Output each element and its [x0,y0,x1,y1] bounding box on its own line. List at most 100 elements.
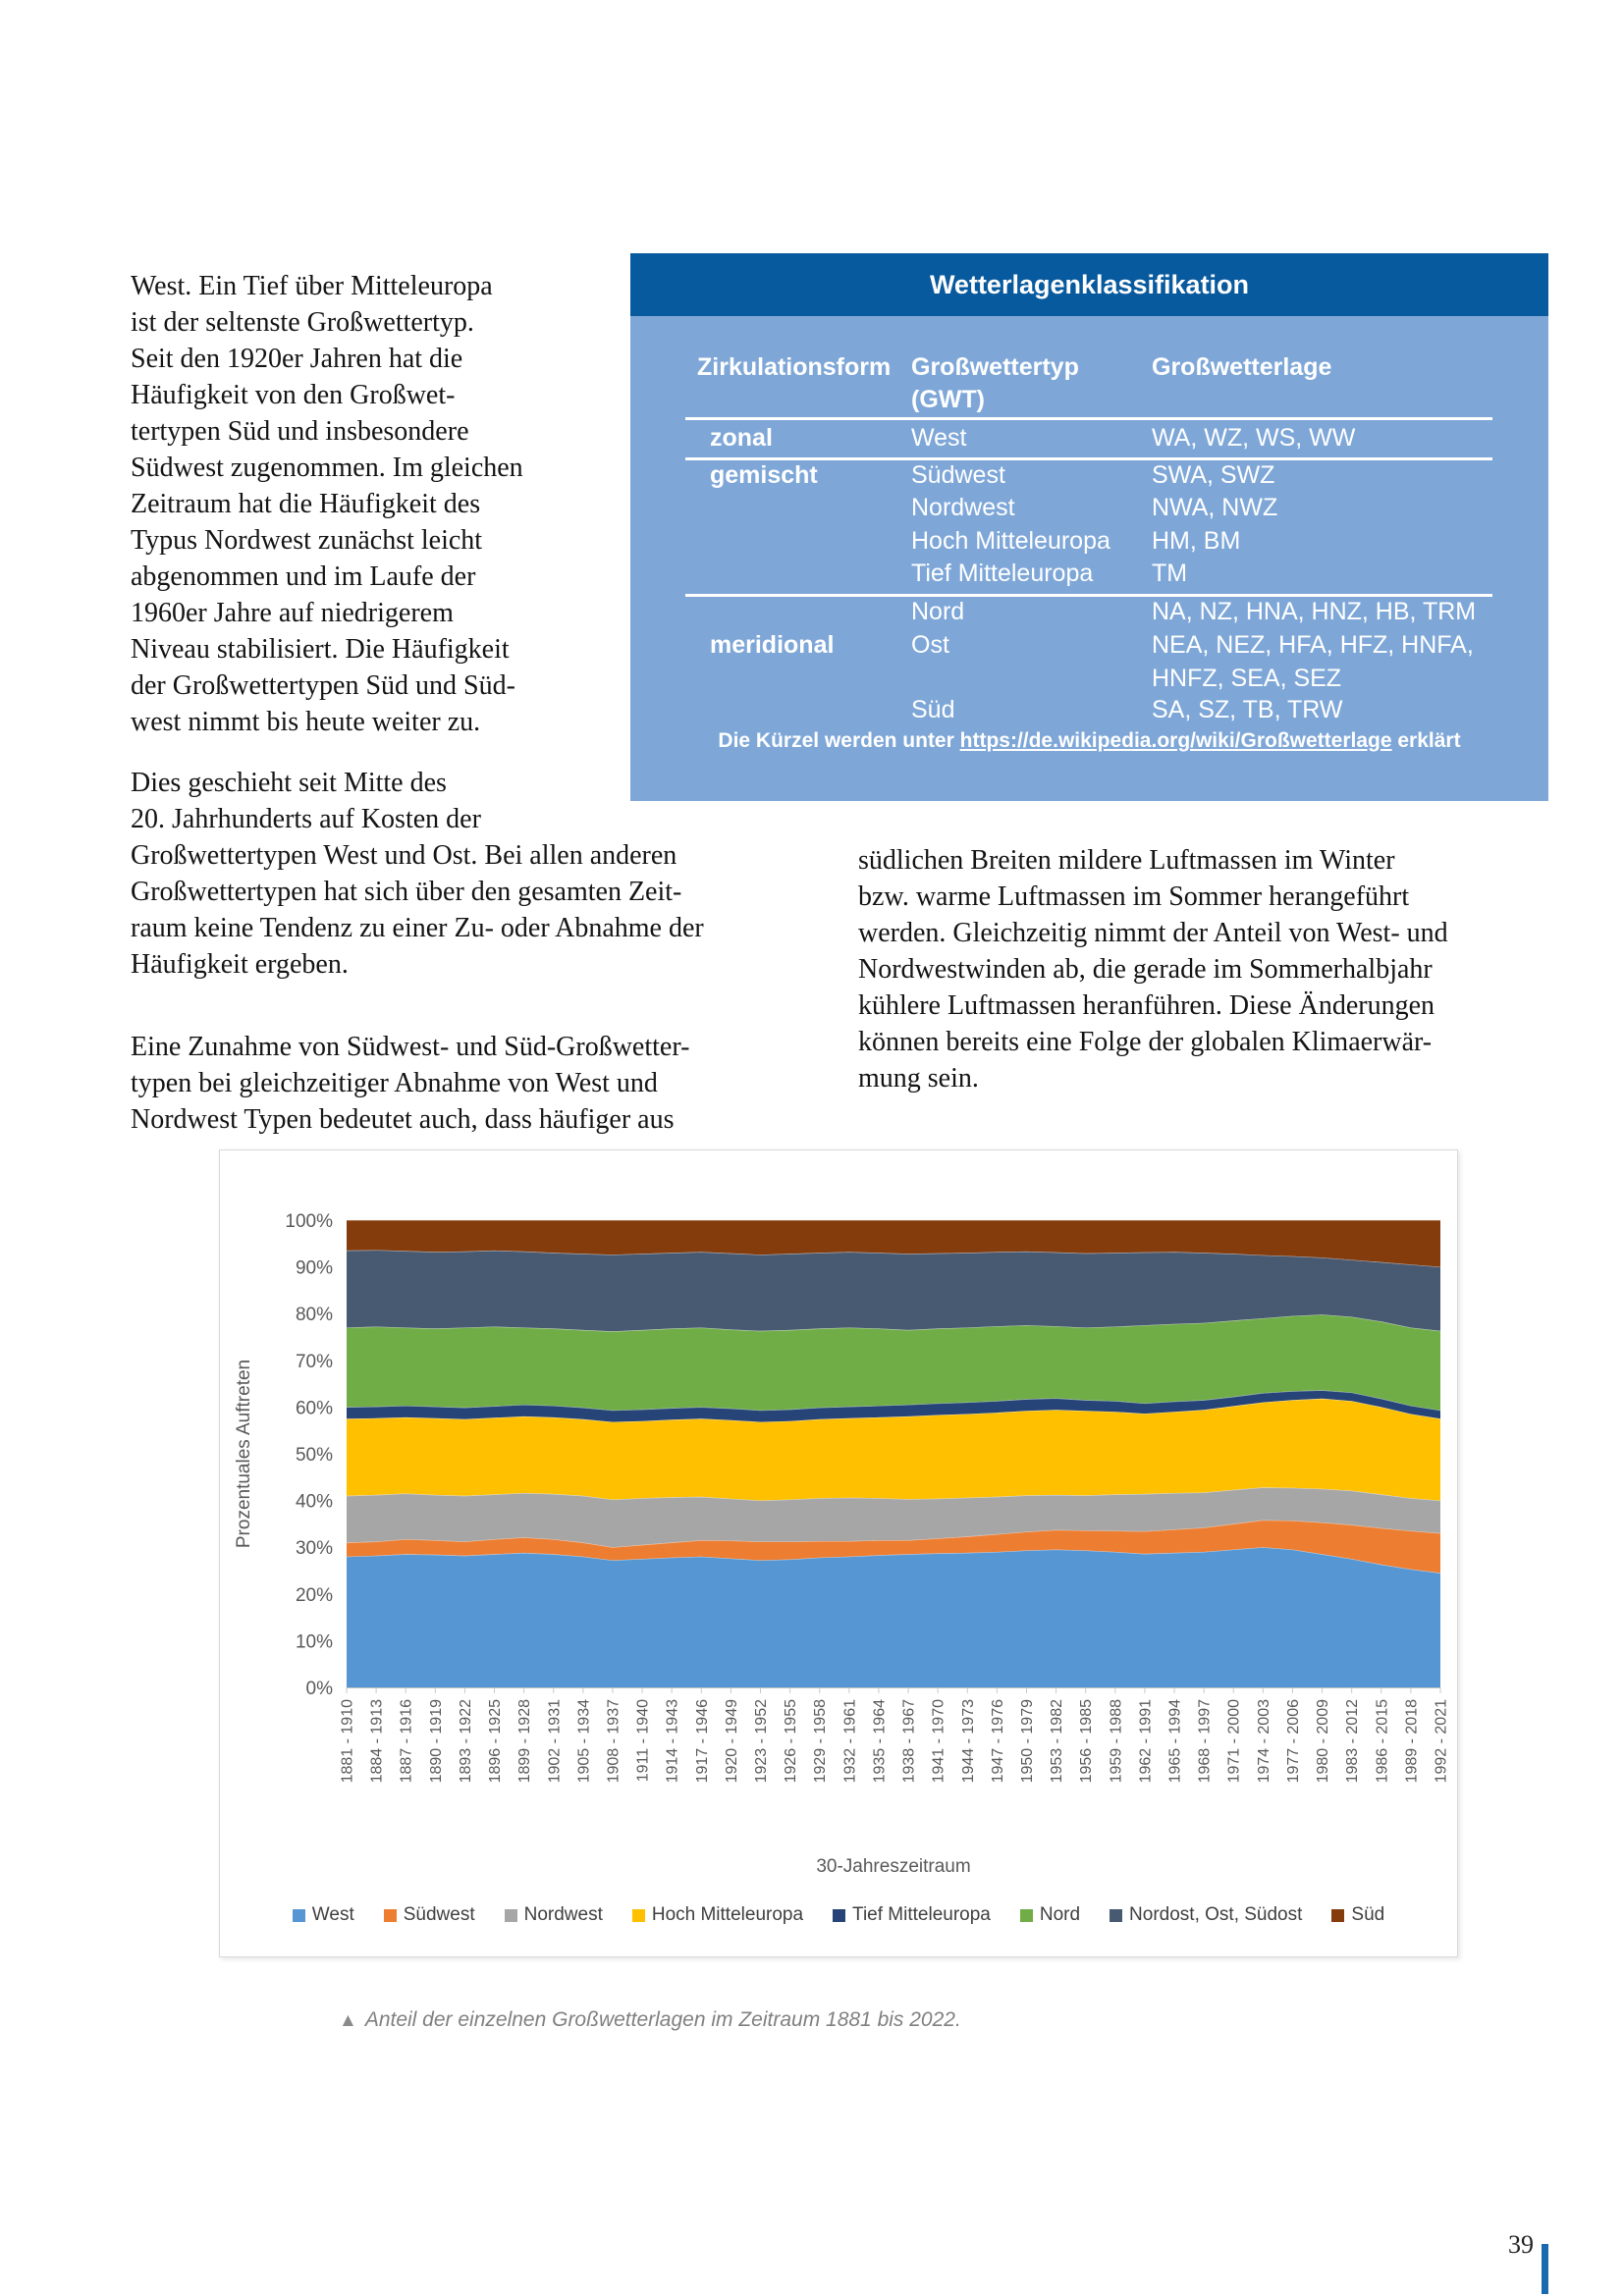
classification-table: Wetterlagenklassifikation Zirkulationsfo… [630,253,1548,801]
text-line: 1960er Jahre auf niedrigerem [131,598,454,628]
body-paragraph-1: West. Ein Tief über Mitteleuropa ist der … [131,268,523,740]
triangle-marker-icon: ▲ [339,2010,357,2031]
legend-item-Nord: Nord [1019,1904,1080,1926]
y-tick-label: 100% [285,1211,333,1232]
x-tick-label: 1977 - 2006 [1285,1699,1302,1784]
x-tick-label: 1941 - 1970 [931,1699,947,1784]
page-number: 39 [1508,2230,1534,2259]
y-tick-label: 30% [296,1538,333,1559]
y-tick-label: 60% [296,1398,333,1418]
x-tick-label: 1956 - 1985 [1078,1699,1095,1784]
gwt-cell: Tief Mitteleuropa [911,560,1094,587]
y-tick-label: 20% [296,1585,333,1606]
x-tick-label: 1920 - 1949 [724,1699,740,1784]
legend-swatch [1019,1908,1033,1922]
legend-swatch [292,1908,305,1922]
x-tick-label: 1896 - 1925 [487,1699,504,1784]
body-paragraph-3: Eine Zunahme von Südwest- und Süd-Großwe… [131,1029,689,1138]
area-band-Nordwest [347,1487,1440,1548]
x-tick-label: 1962 - 1991 [1137,1699,1154,1784]
x-tick-label: 1884 - 1913 [369,1699,386,1784]
text-line: können bereits eine Folge der globalen K… [858,1027,1433,1057]
x-tick-label: 1893 - 1922 [458,1699,474,1784]
body-paragraph-4: südlichen Breiten mildere Luftmassen im … [858,842,1448,1096]
row-divider [685,594,1492,597]
area-band-Hoch Mitteleuropa [347,1398,1440,1501]
legend-swatch [1331,1908,1345,1922]
text-line: werden. Gleichzeitig nimmt der Anteil vo… [858,918,1448,948]
text-line: Südwest zugenommen. Im gleichen [131,453,523,483]
text-line: südlichen Breiten mildere Luftmassen im … [858,845,1395,876]
text-line: Nordwestwinden ab, die gerade im Sommerh… [858,954,1433,985]
legend-item-Hoch Mitteleuropa: Hoch Mitteleuropa [631,1904,804,1926]
table-title-bar: Wetterlagenklassifikation [630,253,1548,316]
gwl-cell: SWA, SWZ [1152,461,1275,489]
table-footnote: Die Kürzel werden unter https://de.wikip… [630,729,1548,801]
y-tick-label: 80% [296,1305,333,1325]
x-tick-label: 1914 - 1943 [665,1699,681,1784]
x-tick-label: 1908 - 1937 [605,1699,622,1784]
legend-swatch [631,1908,645,1922]
wikipedia-link[interactable]: https://de.wikipedia.org/wiki/Großwetter… [959,729,1392,752]
row-divider [685,417,1492,420]
caption-text: Anteil der einzelnen Großwetterlagen im … [364,2008,961,2031]
area-band-Nordost, Ost, Südost [347,1250,1440,1332]
column-header-zirkulationsform: Zirkulationsform [697,353,892,381]
column-header-gwt: (GWT) [911,386,985,413]
area-band-Tief Mitteleuropa [347,1390,1440,1422]
area-band-West [347,1547,1440,1687]
text-line: mung sein. [858,1063,979,1094]
x-tick-label: 1968 - 1997 [1197,1699,1214,1784]
text-line: Großwettertypen hat sich über den gesamt… [131,877,682,907]
gwt-cell: West [911,424,967,452]
legend-item-Nordwest: Nordwest [504,1904,603,1926]
x-tick-label: 1974 - 2003 [1256,1699,1272,1784]
x-axis-title: 30-Jahreszeitraum [816,1856,970,1877]
area-band-Südwest [347,1520,1440,1574]
text-line: 20. Jahrhunderts auf Kosten der [131,804,481,834]
y-tick-label: 50% [296,1445,333,1466]
stacked-area-chart: 0% 10% 20% 30% 40% 50% 60% 70% 80% 90% 100% Prozent… [234,1211,1450,1877]
text-line: Seit den 1920er Jahren hat die [131,344,463,374]
text-line: ist der seltenste Großwettertyp. [131,307,474,338]
gwl-cell: WA, WZ, WS, WW [1152,424,1356,452]
legend-item-West: West [292,1904,354,1926]
legend-item-Tief Mitteleuropa: Tief Mitteleuropa [833,1904,991,1926]
gwl-cell: NEA, NEZ, HFA, HFZ, HNFA, [1152,631,1474,659]
legend-label: Nordwest [523,1904,603,1925]
legend-item-Süd: Süd [1331,1904,1384,1926]
row-divider [685,457,1492,460]
legend-label: Hoch Mitteleuropa [651,1904,804,1925]
zirkulationsform-label: zonal [710,424,773,452]
x-tick-label: 1980 - 2009 [1315,1699,1331,1784]
column-header-grosswetterlage: Großwetterlage [1152,353,1332,381]
text-line: tertypen Süd und insbesondere [131,416,469,447]
gwt-cell: Nordwest [911,494,1015,521]
y-tick-label: 70% [296,1352,333,1372]
area-band-Süd [347,1220,1440,1267]
text-line: abgenommen und im Laufe der [131,561,476,592]
text-line: West. Ein Tief über Mitteleuropa [131,271,493,301]
zirkulationsform-label: gemischt [710,461,818,489]
chart-legend: West Südwest Nordwest Hoch Mitteleuropa Tief… [220,1904,1457,1926]
x-tick-label: 1911 - 1940 [635,1699,652,1782]
x-tick-label: 1902 - 1931 [546,1699,563,1784]
y-tick-label: 0% [306,1679,334,1699]
x-tick-label: 1983 - 2012 [1344,1699,1361,1784]
y-tick-label: 40% [296,1492,333,1513]
legend-label: Nordost, Ost, Südost [1129,1904,1303,1925]
gwl-cell: NA, NZ, HNA, HNZ, HB, TRM [1152,598,1477,625]
gwl-cell: SA, SZ, TB, TRW [1152,696,1343,723]
x-tick-label: 1986 - 2015 [1374,1699,1390,1784]
x-tick-label: 1917 - 1946 [694,1699,711,1784]
gwt-cell: Süd [911,696,955,723]
x-axis: 1881 - 1910 1884 - 1913 1887 - 1916 1890 - … [340,1687,1450,1877]
x-tick-label: 1929 - 1958 [812,1699,829,1784]
y-tick-label: 90% [296,1258,333,1279]
x-tick-label: 1887 - 1916 [399,1699,415,1784]
text-line: kühlere Luftmassen heranführen. Diese Än… [858,990,1435,1021]
x-tick-label: 1959 - 1988 [1108,1699,1124,1784]
area-band-Nord [347,1314,1440,1411]
x-tick-label: 1944 - 1973 [960,1699,977,1784]
